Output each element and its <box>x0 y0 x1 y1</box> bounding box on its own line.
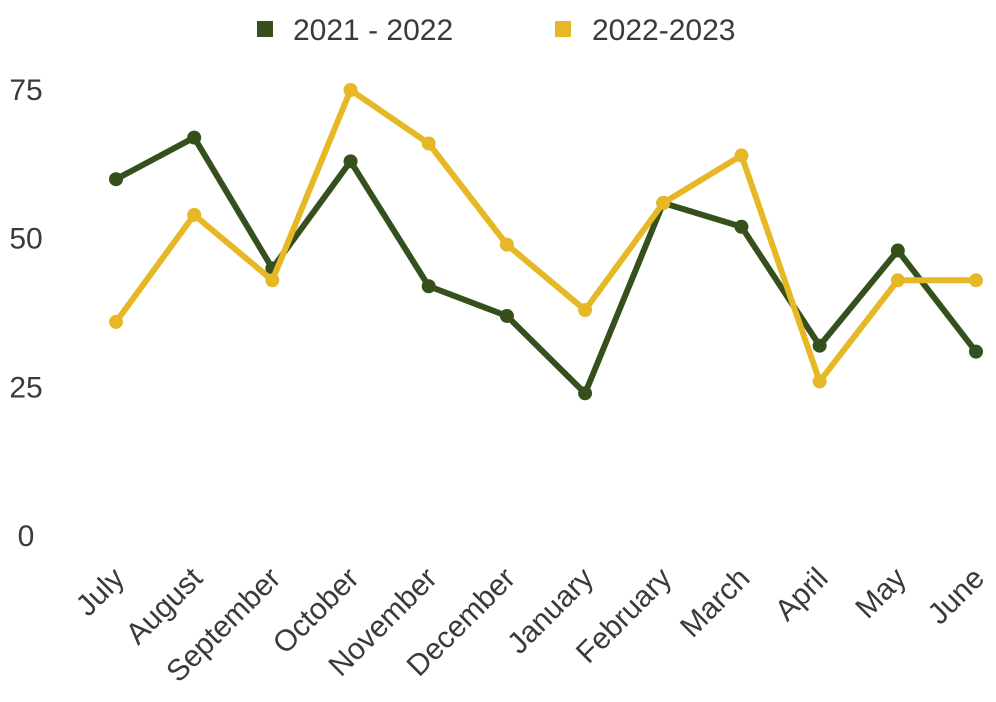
data-point-2022-2023-august <box>187 207 202 222</box>
legend-label-2021-2022: 2021 - 2022 <box>293 14 453 47</box>
data-point-2021-2022-november <box>421 279 436 294</box>
y-tick-label: 75 <box>9 74 42 107</box>
y-tick-label: 50 <box>9 223 42 256</box>
series-line-2021-2022 <box>113 134 979 397</box>
data-point-2021-2022-october <box>343 154 358 169</box>
data-point-2022-2023-june <box>969 273 983 288</box>
plot-area <box>109 83 983 401</box>
x-tick-label-may: May <box>849 562 912 625</box>
series-line-2022-2023 <box>113 87 979 385</box>
legend: 2021 - 2022 2022-2023 <box>257 14 735 47</box>
x-tick-label-july: July <box>70 562 131 623</box>
data-point-2021-2022-may <box>890 243 905 258</box>
data-point-2021-2022-april <box>812 338 827 353</box>
y-tick-label: 0 <box>18 520 35 553</box>
x-tick-label-april: April <box>769 562 835 628</box>
data-point-2021-2022-january <box>578 386 593 401</box>
legend-swatch-2021-2022 <box>257 21 273 37</box>
y-axis: 0 25 50 75 <box>9 74 42 553</box>
x-axis: July August September October November D… <box>70 561 991 689</box>
data-point-2022-2023-february <box>656 195 671 210</box>
data-point-2022-2023-november <box>421 136 436 151</box>
data-point-2021-2022-august <box>187 130 202 145</box>
data-point-2022-2023-october <box>343 83 358 97</box>
data-point-2022-2023-september <box>265 273 280 288</box>
x-tick-label-march: March <box>674 562 756 644</box>
data-point-2021-2022-june <box>969 344 983 359</box>
data-point-2021-2022-march <box>734 219 749 234</box>
legend-swatch-2022-2023 <box>555 21 571 37</box>
y-tick-label: 25 <box>9 371 42 404</box>
data-point-2021-2022-july <box>109 172 123 187</box>
data-point-2021-2022-december <box>499 308 514 323</box>
data-point-2022-2023-july <box>109 314 123 329</box>
legend-label-2022-2023: 2022-2023 <box>592 14 735 47</box>
data-point-2022-2023-january <box>578 303 593 318</box>
data-point-2022-2023-may <box>890 273 905 288</box>
data-point-2022-2023-march <box>734 148 749 163</box>
x-tick-label-june: June <box>922 562 991 631</box>
data-point-2022-2023-december <box>499 237 514 252</box>
data-point-2022-2023-april <box>812 374 827 389</box>
